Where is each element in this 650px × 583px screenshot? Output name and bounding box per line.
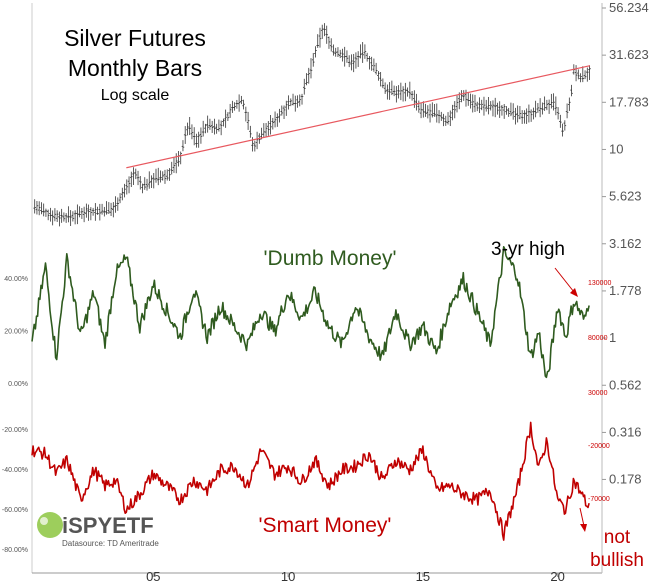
- dumb-money-line: [31, 246, 590, 379]
- smart-money-layer: [31, 421, 590, 541]
- not-bullish-arrow: [579, 507, 585, 527]
- not-bullish-annotation-line2: bullish: [590, 550, 644, 571]
- y-tick-label: 17.783: [609, 94, 649, 109]
- y-tick-label: 3.162: [609, 236, 642, 251]
- smart-left-tick-label: -60.00%: [2, 507, 28, 514]
- smart-left-tick-label: -20.00%: [2, 427, 28, 434]
- y-tick-label: 31.623: [609, 47, 649, 62]
- x-axis: 05 10 15 20: [146, 569, 565, 583]
- dumb-right-tick-label: 80000: [588, 335, 608, 342]
- y-tick-label: 1: [609, 330, 616, 345]
- y-tick-label: 0.178: [609, 471, 642, 486]
- three-year-high-arrowhead: [570, 288, 578, 297]
- smart-money-label: 'Smart Money': [259, 514, 392, 537]
- dumb-right-tick-label: 30000: [588, 390, 608, 397]
- y-tick-label: 0.316: [609, 424, 642, 439]
- y-tick-label: 1.778: [609, 283, 642, 298]
- x-tick-label: 20: [550, 569, 564, 583]
- dumb-money-label: 'Dumb Money': [264, 247, 397, 270]
- logo-globe-highlight: [40, 517, 48, 525]
- ispyetf-logo: iSPYETF Datasource: TD Ameritrade: [37, 512, 159, 548]
- x-tick-label: 05: [146, 569, 160, 583]
- trendline-layer: [126, 65, 591, 169]
- smart-right-tick-label: -20000: [588, 443, 610, 450]
- dumb-left-tick-label: 0.00%: [8, 381, 28, 388]
- y-tick-label: 0.562: [609, 377, 642, 392]
- not-bullish-annotation-line1: not: [604, 527, 631, 548]
- right-log-axis: 56.234 31.623 17.783 10 5.623 3.162 1.778 1 0.56…: [602, 0, 649, 486]
- y-tick-label: 56.234: [609, 0, 649, 15]
- scale-note: Log scale: [101, 87, 170, 104]
- x-tick-label: 15: [416, 569, 430, 583]
- logo-globe-icon: [37, 512, 63, 538]
- dumb-right-tick-label: 130000: [588, 280, 611, 287]
- smart-left-tick-label: -80.00%: [2, 547, 28, 554]
- three-year-high-annotation: 3-yr high: [491, 239, 565, 260]
- y-tick-label: 10: [609, 141, 623, 156]
- dumb-left-tick-label: 20.00%: [4, 329, 28, 336]
- datasource-text: Datasource: TD Ameritrade: [62, 539, 159, 548]
- dumb-money-layer: [31, 246, 590, 379]
- price-bars: [33, 23, 591, 227]
- smart-right-tick-label: -70000: [588, 496, 610, 503]
- three-year-high-arrow: [554, 267, 575, 293]
- sub-axes: 40.00% 20.00% 0.00% -20.00% -40.00% -60.00% -8…: [2, 276, 612, 554]
- smart-money-line: [31, 421, 590, 541]
- not-bullish-arrowhead: [580, 524, 587, 532]
- smart-left-tick-label: -40.00%: [2, 467, 28, 474]
- x-tick-label: 10: [281, 569, 295, 583]
- y-tick-label: 5.623: [609, 189, 642, 204]
- dumb-left-tick-label: 40.00%: [4, 276, 28, 283]
- chart-title: Silver Futures: [64, 25, 206, 51]
- chart-subtitle: Monthly Bars: [68, 55, 202, 81]
- logo-text: iSPYETF: [62, 513, 154, 538]
- trendline: [126, 65, 591, 169]
